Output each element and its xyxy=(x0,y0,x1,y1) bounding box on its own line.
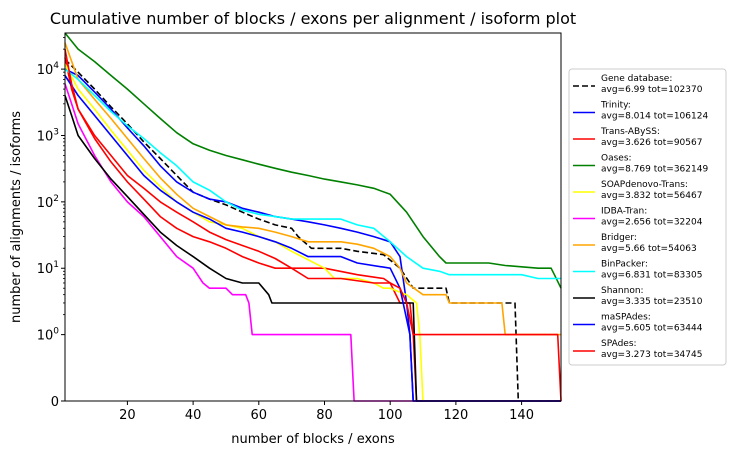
x-tick-label: 100 xyxy=(378,408,403,423)
y-axis-ticks: 0 100 101 102 103 104 xyxy=(37,37,65,410)
y-tick-label: 103 xyxy=(37,127,59,144)
legend-series-name: Gene database: xyxy=(601,74,672,84)
legend-box xyxy=(568,68,727,366)
y-axis-label: number of alignments / isoforms xyxy=(9,111,24,323)
y-tick-label: 104 xyxy=(37,61,60,78)
series-line-11 xyxy=(64,48,562,402)
y-tick-label: 102 xyxy=(37,194,59,211)
legend-series-stats: avg=3.273 tot=34745 xyxy=(601,350,702,360)
series-line-10 xyxy=(64,75,561,402)
legend-series-stats: avg=5.605 tot=63444 xyxy=(601,324,703,334)
legend-series-name: Bridger: xyxy=(601,233,637,243)
y-tick-label: 0 xyxy=(51,395,59,410)
plot-frame xyxy=(64,32,562,402)
x-axis-ticks: 20 40 60 80 100 120 140 xyxy=(119,401,534,423)
series-line-6 xyxy=(64,83,561,402)
legend-series-stats: avg=3.626 tot=90567 xyxy=(601,138,702,148)
series-line-1 xyxy=(64,58,561,402)
legend-series-name: Oases: xyxy=(601,154,632,164)
series-line-5 xyxy=(64,63,561,402)
legend-series-stats: avg=3.335 tot=23510 xyxy=(601,297,703,307)
series-line-8 xyxy=(64,68,561,280)
legend-series-stats: avg=2.656 tot=32204 xyxy=(601,218,703,228)
x-tick-label: 80 xyxy=(316,408,333,423)
y-tick-label: 100 xyxy=(37,327,60,344)
x-tick-label: 140 xyxy=(509,408,534,423)
x-tick-label: 120 xyxy=(443,408,468,423)
legend-series-stats: avg=6.831 tot=83305 xyxy=(601,271,702,281)
legend-series-stats: avg=6.99 tot=102370 xyxy=(601,85,703,95)
legend-series-stats: avg=8.014 tot=106124 xyxy=(601,112,708,122)
legend: Gene database:avg=6.99 tot=102370 Trinity… xyxy=(568,68,727,366)
legend-series-name: Trinity: xyxy=(600,101,631,111)
series-line-7 xyxy=(64,42,561,336)
plot-lines xyxy=(64,32,562,402)
legend-series-stats: avg=3.832 tot=56467 xyxy=(601,191,702,201)
legend-series-name: Shannon: xyxy=(601,286,644,296)
legend-series-name: Trans-ABySS: xyxy=(600,127,660,137)
x-tick-label: 20 xyxy=(119,408,136,423)
legend-series-name: BinPacker: xyxy=(601,260,648,270)
legend-series-name: SOAPdenovo-Trans: xyxy=(601,180,688,190)
x-tick-label: 60 xyxy=(251,408,268,423)
series-line-2 xyxy=(64,68,561,402)
chart-title: Cumulative number of blocks / exons per … xyxy=(50,9,576,28)
legend-series-stats: avg=8.769 tot=362149 xyxy=(601,165,708,175)
series-line-4 xyxy=(64,32,562,289)
legend-series-name: maSPAdes: xyxy=(601,313,651,323)
y-tick-label: 101 xyxy=(37,260,59,277)
x-axis-label: number of blocks / exons xyxy=(231,432,395,447)
legend-series-name: SPAdes: xyxy=(601,339,637,349)
legend-series-name: IDBA-Tran: xyxy=(601,207,647,217)
x-tick-label: 40 xyxy=(185,408,202,423)
series-line-3 xyxy=(64,57,561,402)
series-line-9 xyxy=(64,95,561,402)
legend-series-stats: avg=5.66 tot=54063 xyxy=(601,244,697,254)
